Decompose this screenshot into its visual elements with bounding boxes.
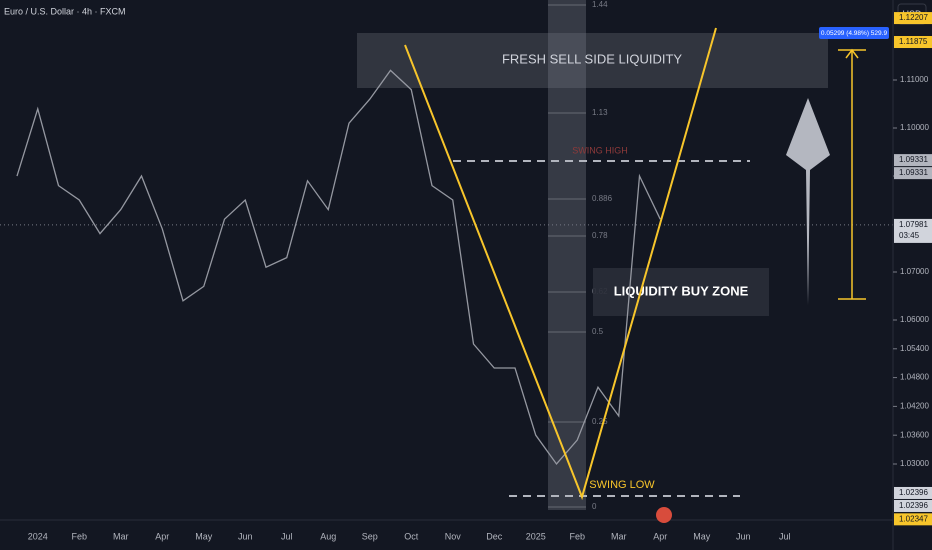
x-tick-label: Mar (611, 531, 627, 541)
x-tick-label: Sep (362, 531, 378, 541)
price-tag (894, 12, 932, 25)
price-tag-label: 1.11875 (899, 37, 928, 46)
x-tick-label: Apr (155, 531, 169, 541)
countdown: 03:45 (899, 231, 920, 240)
price-tag-label: 1.02396 (899, 501, 928, 510)
fib-label: 0.5 (592, 327, 604, 336)
x-tick-label: Dec (486, 531, 503, 541)
price-tag-label: 1.02396 (899, 488, 928, 497)
x-tick-label: Jul (281, 531, 293, 541)
y-tick-label: 1.04800 (900, 373, 929, 382)
fib-label: 0 (592, 502, 597, 511)
price-tag (894, 486, 932, 499)
measure-box (819, 27, 889, 39)
x-tick-label: May (195, 531, 213, 541)
fib-label: 1.13 (592, 108, 608, 117)
price-tag (894, 513, 932, 526)
y-tick-label: 1.10000 (900, 123, 929, 132)
y-tick-label: 1.03600 (900, 430, 929, 439)
x-tick-label: 2025 (526, 531, 546, 541)
x-tick-label: Jun (736, 531, 751, 541)
price-tag (894, 154, 932, 167)
price-tag-label: 1.07981 (899, 220, 928, 229)
y-tick-label: 1.04200 (900, 402, 929, 411)
x-tick-label: Apr (653, 531, 667, 541)
sell-zone (357, 33, 828, 88)
x-tick-label: Jun (238, 531, 253, 541)
swing-high-label: SWING HIGH (572, 145, 628, 155)
fib-label: 0.25 (592, 417, 608, 426)
chart-title: Euro / U.S. Dollar · 4h · FXCM (4, 6, 126, 16)
y-tick-label: 1.11000 (900, 75, 929, 84)
event-icon[interactable] (656, 507, 672, 523)
trend-lines (404, 27, 717, 501)
price-line (16, 69, 661, 466)
y-tick-label: 1.07000 (900, 267, 929, 276)
x-tick-label: Feb (569, 531, 585, 541)
measure-arrowhead (845, 48, 859, 59)
x-tick-label: Oct (404, 531, 419, 541)
x-tick-label: Jul (779, 531, 791, 541)
swing-low-label: SWING LOW (589, 479, 655, 491)
x-tick-label: 2024 (28, 531, 48, 541)
fib-label: 0.78 (592, 231, 608, 240)
price-tag (894, 499, 932, 512)
measure-label: 0.05299 (4.98%) 529.9 (821, 30, 888, 37)
y-tick-label: 1.03000 (900, 459, 929, 468)
y-tick-label: 1.05400 (900, 344, 929, 353)
up-arrow (786, 98, 830, 305)
price-tag-label: 1.09331 (899, 155, 928, 164)
x-tick-label: Mar (113, 531, 129, 541)
sell-zone-label: FRESH SELL SIDE LIQUIDITY (502, 51, 682, 66)
buy-zone-label: LIQUIDITY BUY ZONE (614, 283, 749, 298)
price-tag (894, 218, 932, 243)
price-tag-label: 1.09331 (899, 168, 928, 177)
x-tick-label: May (693, 531, 711, 541)
price-tag (894, 36, 932, 49)
fib-label: 1.44 (592, 0, 608, 9)
x-tick-label: Nov (445, 531, 462, 541)
buy-zone (593, 268, 769, 316)
price-tag (894, 167, 932, 180)
price-tag-label: 1.02347 (899, 514, 928, 523)
fib-label: 0.886 (592, 194, 613, 203)
y-tick-label: 1.06000 (900, 315, 929, 324)
price-tag-label: 1.12207 (899, 13, 928, 22)
x-tick-label: Aug (320, 531, 336, 541)
x-tick-label: Feb (71, 531, 87, 541)
